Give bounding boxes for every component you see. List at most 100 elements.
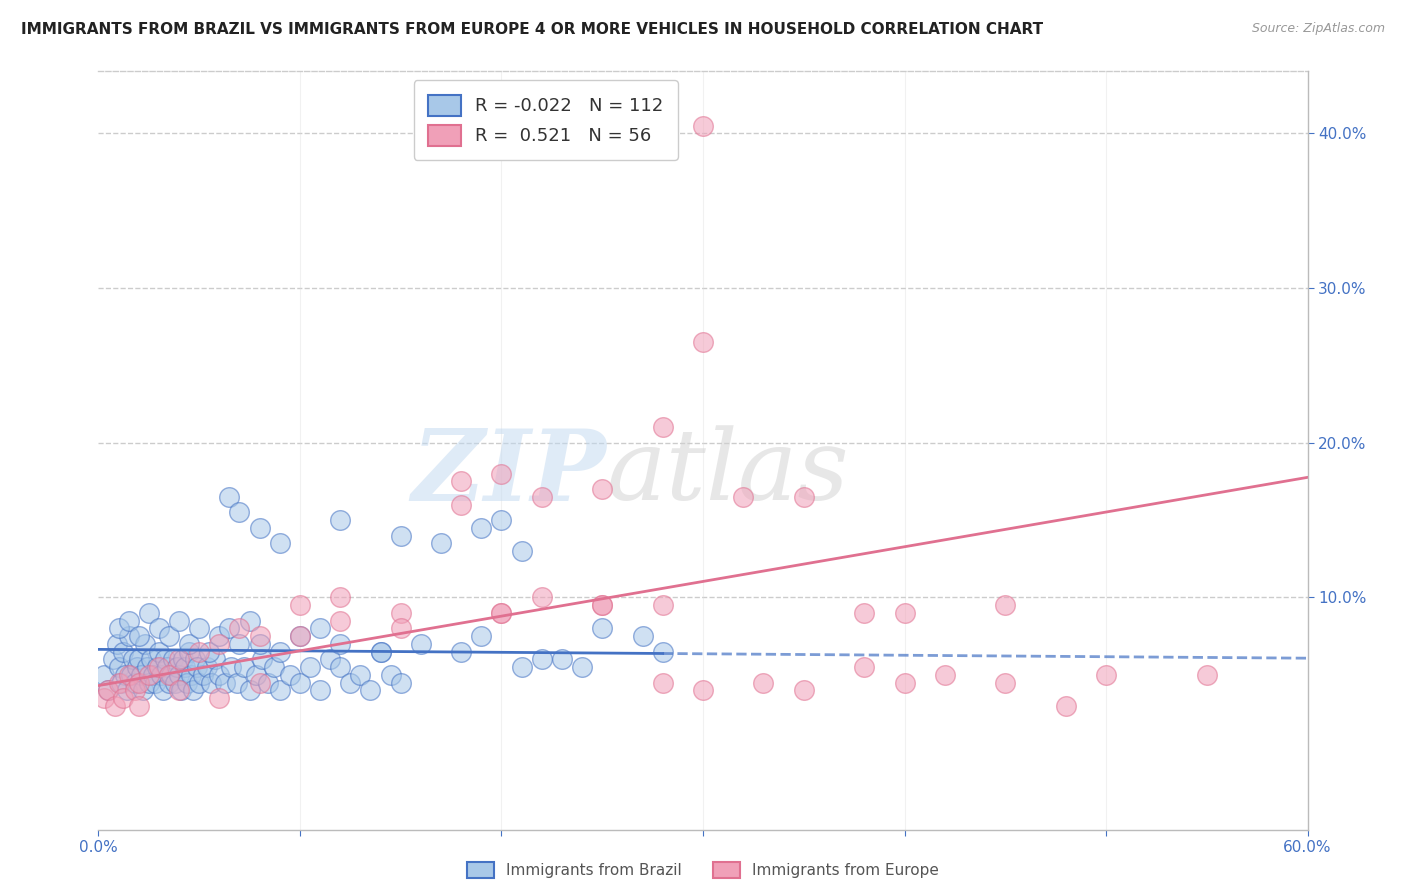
Point: [128, 698, 150, 713]
Point: [510, 660, 533, 674]
Point: [218, 490, 240, 504]
Point: [269, 683, 291, 698]
Point: [167, 668, 190, 682]
Point: [288, 629, 311, 643]
Point: [309, 621, 332, 635]
Point: [299, 660, 322, 674]
Point: [157, 668, 180, 682]
Text: IMMIGRANTS FROM BRAZIL VS IMMIGRANTS FROM EUROPE 4 OR MORE VEHICLES IN HOUSEHOLD: IMMIGRANTS FROM BRAZIL VS IMMIGRANTS FRO…: [21, 22, 1043, 37]
Point: [208, 691, 231, 706]
Point: [181, 683, 204, 698]
Point: [135, 660, 157, 674]
Point: [115, 683, 138, 698]
Point: [128, 629, 150, 643]
Point: [179, 645, 201, 659]
Point: [591, 598, 613, 612]
Point: [249, 521, 271, 535]
Point: [450, 645, 472, 659]
Point: [228, 637, 250, 651]
Point: [132, 683, 155, 698]
Point: [430, 536, 453, 550]
Text: atlas: atlas: [606, 425, 849, 521]
Point: [269, 536, 291, 550]
Point: [105, 637, 128, 651]
Point: [651, 675, 673, 690]
Point: [125, 660, 148, 674]
Point: [166, 660, 188, 674]
Point: [450, 475, 472, 489]
Point: [692, 683, 714, 698]
Point: [329, 614, 352, 628]
Point: [551, 652, 574, 666]
Point: [450, 498, 472, 512]
Point: [263, 660, 285, 674]
Point: [157, 629, 180, 643]
Point: [228, 621, 250, 635]
Point: [893, 606, 915, 620]
Point: [934, 668, 956, 682]
Point: [170, 683, 193, 698]
Point: [107, 660, 129, 674]
Point: [101, 652, 124, 666]
Point: [167, 614, 190, 628]
Point: [249, 637, 271, 651]
Point: [139, 652, 162, 666]
Text: Source: ZipAtlas.com: Source: ZipAtlas.com: [1251, 22, 1385, 36]
Point: [339, 675, 361, 690]
Point: [651, 645, 673, 659]
Point: [148, 660, 170, 674]
Point: [179, 637, 201, 651]
Point: [121, 652, 143, 666]
Point: [218, 621, 240, 635]
Point: [329, 513, 352, 527]
Point: [329, 660, 352, 674]
Point: [204, 652, 226, 666]
Point: [249, 629, 271, 643]
Point: [530, 652, 553, 666]
Point: [288, 675, 311, 690]
Point: [186, 660, 208, 674]
Point: [256, 675, 278, 690]
Point: [208, 629, 231, 643]
Point: [491, 606, 513, 620]
Point: [530, 591, 553, 605]
Point: [193, 668, 215, 682]
Point: [288, 598, 311, 612]
Point: [148, 645, 170, 659]
Point: [153, 652, 176, 666]
Point: [409, 637, 432, 651]
Point: [176, 675, 198, 690]
Point: [103, 698, 125, 713]
Point: [510, 544, 533, 558]
Point: [530, 490, 553, 504]
Point: [278, 668, 301, 682]
Point: [349, 668, 371, 682]
Point: [1054, 698, 1077, 713]
Point: [188, 621, 211, 635]
Point: [118, 629, 141, 643]
Point: [893, 675, 915, 690]
Point: [146, 660, 169, 674]
Point: [329, 591, 352, 605]
Point: [97, 683, 120, 698]
Point: [309, 683, 332, 698]
Point: [184, 652, 207, 666]
Point: [110, 675, 132, 690]
Point: [107, 621, 129, 635]
Point: [245, 668, 267, 682]
Point: [389, 675, 412, 690]
Point: [124, 683, 146, 698]
Point: [97, 683, 120, 698]
Point: [111, 645, 134, 659]
Point: [853, 660, 876, 674]
Point: [214, 675, 236, 690]
Point: [370, 645, 392, 659]
Text: ZIP: ZIP: [412, 425, 606, 522]
Point: [692, 335, 714, 350]
Point: [651, 598, 673, 612]
Point: [1095, 668, 1118, 682]
Point: [128, 675, 150, 690]
Point: [591, 598, 613, 612]
Point: [172, 652, 194, 666]
Point: [733, 490, 755, 504]
